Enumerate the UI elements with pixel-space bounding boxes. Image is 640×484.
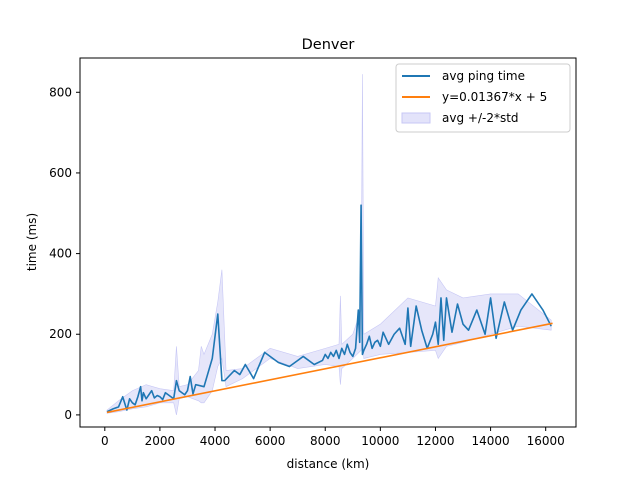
series-fit-line [106, 322, 553, 414]
x-tick-label: 10000 [361, 434, 399, 448]
y-tick-label: 600 [49, 166, 72, 180]
x-tick-label: 8000 [310, 434, 341, 448]
series-avg-ping-line [106, 204, 552, 413]
y-tick-label: 0 [64, 408, 72, 422]
y-tick-label: 200 [49, 327, 72, 341]
x-tick-label: 0 [101, 434, 109, 448]
legend: avg ping time y=0.01367*x + 5 avg +/-2*s… [395, 63, 571, 133]
legend-label-avg: avg ping time [442, 69, 525, 83]
series-layer [106, 204, 553, 414]
legend-label-std: avg +/-2*std [442, 111, 519, 125]
x-tick-label: 2000 [145, 434, 176, 448]
chart-title: Denver [302, 37, 355, 53]
plot-area [79, 57, 577, 428]
x-axis-label: distance (km) [287, 457, 370, 471]
x-tick-label: 16000 [527, 434, 565, 448]
y-tick-label: 400 [49, 247, 72, 261]
x-tick-label: 14000 [471, 434, 509, 448]
legend-label-fit: y=0.01367*x + 5 [442, 90, 547, 104]
y-axis: 0 200 400 600 800 [49, 85, 80, 422]
legend-frame [395, 63, 571, 133]
x-axis: 0 2000 4000 6000 8000 10000 12000 14000 16000 [101, 427, 565, 448]
x-tick-label: 12000 [416, 434, 454, 448]
x-tick-label: 6000 [255, 434, 286, 448]
y-tick-label: 800 [49, 85, 72, 99]
legend-swatch-std [401, 112, 431, 124]
x-tick-label: 4000 [200, 434, 231, 448]
y-axis-label: time (ms) [25, 213, 39, 271]
